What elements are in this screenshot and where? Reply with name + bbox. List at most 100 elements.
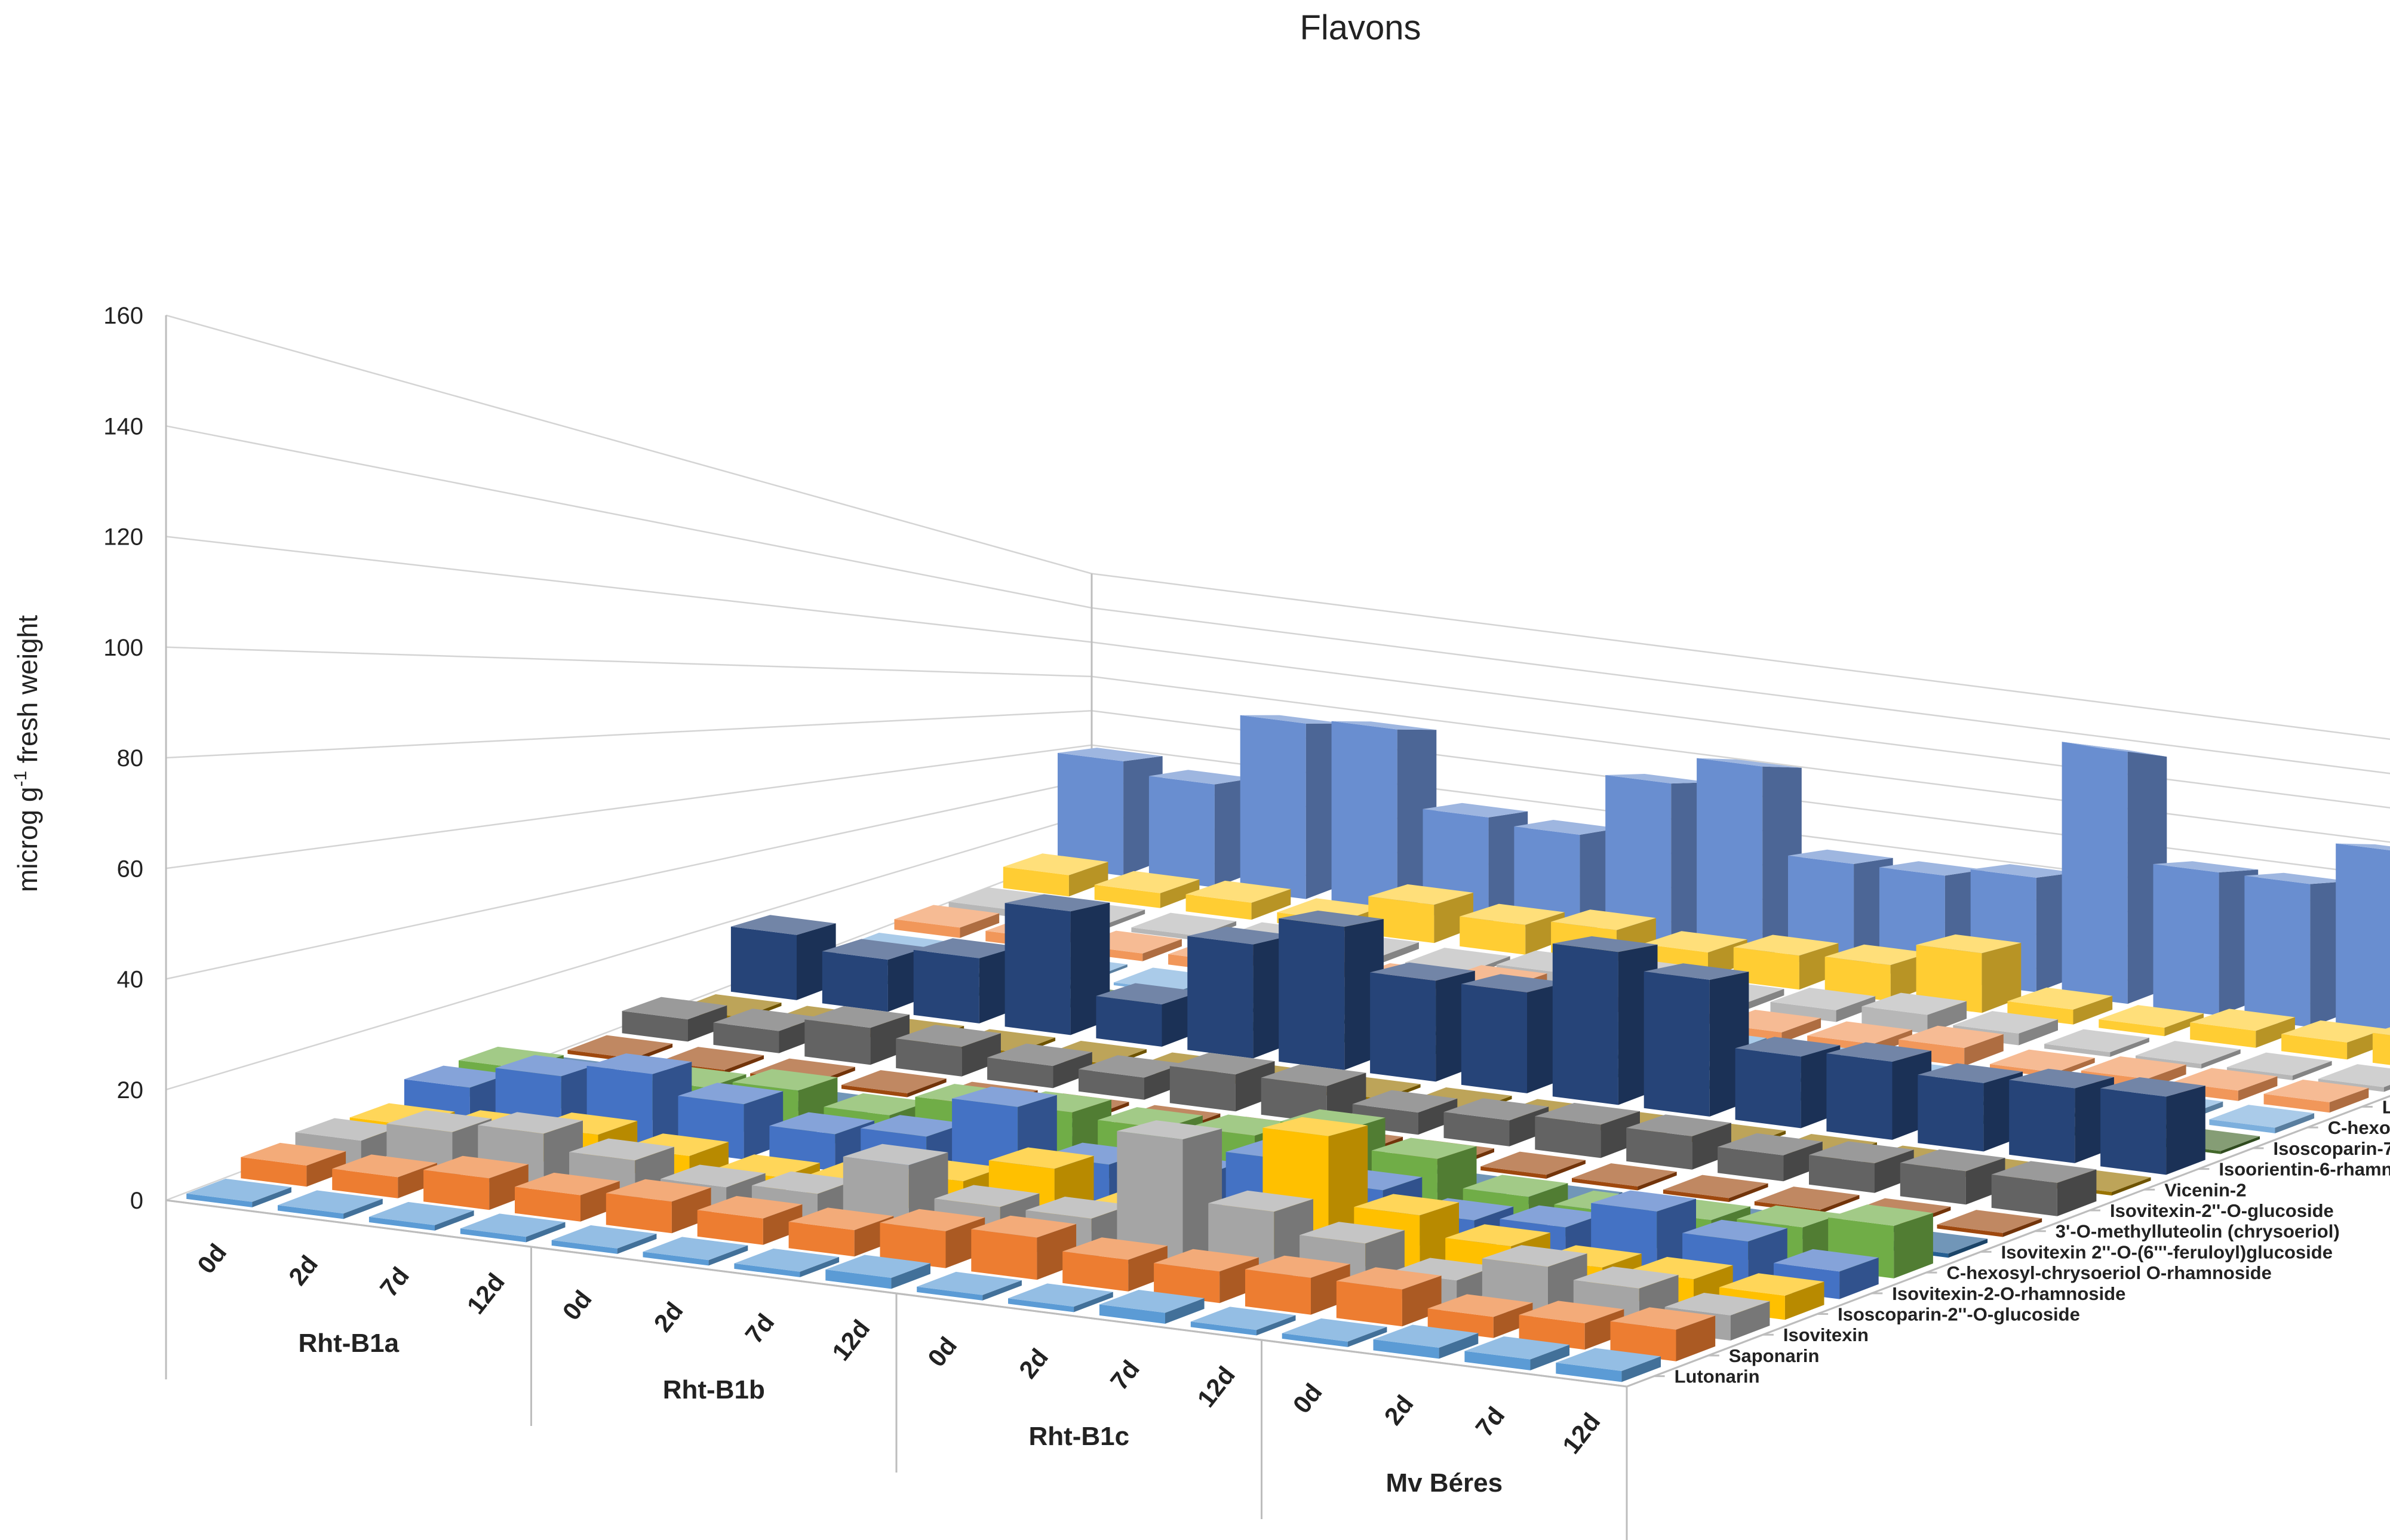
series-label: Isoscoparin-7-O-glucoside — [2274, 1138, 2390, 1159]
bar-top-face — [368, 1201, 474, 1225]
bar-front-face — [1185, 894, 1252, 920]
bar-top-face — [1169, 1052, 1275, 1075]
bar-top-face — [1261, 1064, 1366, 1086]
bar-top-face — [1025, 1197, 1131, 1219]
bar-top-face — [622, 997, 727, 1020]
bar — [678, 1083, 784, 1160]
bar-top-face — [971, 1215, 1077, 1238]
bar — [1190, 1307, 1296, 1336]
bar — [894, 905, 1000, 938]
bar-top-face — [2099, 1005, 2204, 1028]
bar-front-face — [896, 1038, 962, 1077]
bar-top-face — [1004, 894, 1110, 912]
bar-front-face — [2007, 1001, 2073, 1025]
bar-front-face — [186, 1193, 253, 1207]
series-label: 3'-O-methylluteolin (chrysoeriol) — [2056, 1221, 2340, 1242]
bar-front-face — [1626, 1127, 1692, 1170]
bar — [2007, 987, 2113, 1025]
bar — [2009, 1068, 2114, 1163]
bar — [2100, 1077, 2205, 1175]
bar-front-face — [2244, 875, 2311, 1028]
bar-top-face — [2336, 843, 2390, 851]
bar-top-face — [952, 1086, 1057, 1107]
bar — [841, 1070, 947, 1098]
bar-side-face — [2238, 1076, 2278, 1101]
bar-top-face — [186, 1178, 291, 1202]
bar — [1370, 962, 1475, 1082]
bar — [1464, 1336, 1570, 1370]
bar-top-face — [1370, 962, 1475, 981]
bar — [1187, 927, 1292, 1059]
bar-side-face — [343, 1198, 383, 1219]
bar-top-face — [1373, 1324, 1479, 1348]
bar — [1373, 1324, 1479, 1359]
bar-side-face — [1418, 1098, 1458, 1135]
bar-front-face — [1535, 1116, 1601, 1158]
bar-top-face — [606, 1179, 711, 1202]
bar-side-face — [1380, 942, 1419, 964]
bar-top-face — [1572, 1163, 1677, 1186]
bar-top-face — [1552, 936, 1658, 952]
bar-top-face — [1187, 927, 1292, 945]
bar — [2153, 861, 2259, 1016]
bar-top-face — [734, 1248, 840, 1272]
bar — [1169, 1052, 1275, 1112]
bar — [1937, 1210, 2042, 1237]
timepoint-label: 7d — [1105, 1355, 1145, 1395]
bar-side-face — [960, 913, 1000, 938]
bar-front-face — [1991, 1174, 2057, 1216]
bar-side-face — [306, 1151, 346, 1187]
bar-top-face — [1354, 1194, 1459, 1216]
bar — [1427, 1294, 1533, 1338]
timepoint-label: 2d — [648, 1296, 688, 1337]
bar — [1663, 1175, 1768, 1202]
bar-front-face — [1480, 1166, 1547, 1179]
bar-top-face — [822, 939, 927, 960]
series-label: Isovitexin — [1783, 1324, 1869, 1345]
group-label: Rht-B1c — [1028, 1422, 1129, 1451]
bar-front-face — [1809, 1155, 1875, 1193]
timepoint-label: 12d — [461, 1268, 510, 1319]
bar-front-face — [841, 1084, 908, 1098]
bar — [1697, 758, 1802, 958]
bar-top-face — [934, 1185, 1040, 1207]
bar — [2136, 1041, 2241, 1069]
bar-top-face — [1443, 1098, 1549, 1121]
bar-front-face — [2372, 1032, 2390, 1065]
bar-top-face — [1551, 909, 1656, 930]
bar-front-face — [1169, 1066, 1236, 1112]
bar-top-face — [386, 1110, 492, 1132]
bar-top-face — [896, 1025, 1001, 1047]
bar — [1094, 871, 1200, 908]
bar-top-face — [1096, 983, 1202, 1004]
bar-side-face — [1546, 1160, 1586, 1179]
bar-front-face — [1572, 1178, 1638, 1191]
bar-front-face — [1916, 945, 1982, 1013]
bar-top-face — [2190, 1009, 2295, 1031]
bar — [1535, 1102, 1640, 1158]
bar-top-face — [478, 1112, 583, 1134]
bar-front-face — [332, 1169, 398, 1198]
bar-side-face — [1781, 1018, 1821, 1043]
bar-top-face — [2062, 742, 2167, 757]
bar-top-face — [880, 1209, 985, 1231]
bar — [734, 1248, 840, 1277]
bar-front-face — [1331, 721, 1397, 911]
bar-front-face — [1131, 927, 1197, 940]
bar-front-face — [1610, 1321, 1676, 1361]
bar-front-face — [1373, 1339, 1439, 1359]
bar-front-face — [551, 1240, 618, 1254]
bar-front-face — [1556, 1363, 1622, 1382]
bar-top-face — [295, 1118, 401, 1141]
bar — [2336, 843, 2390, 1038]
bar-front-face — [1099, 1304, 1165, 1324]
bar — [804, 1006, 910, 1065]
timepoint-label: 2d — [283, 1250, 323, 1290]
bar — [1733, 935, 1839, 990]
bar-side-face — [724, 1055, 764, 1074]
bar-front-face — [423, 1170, 490, 1210]
bar-side-face — [1927, 1001, 1967, 1034]
bar — [1461, 974, 1566, 1093]
bar — [2244, 872, 2350, 1028]
timepoint-label: 0d — [922, 1332, 962, 1372]
